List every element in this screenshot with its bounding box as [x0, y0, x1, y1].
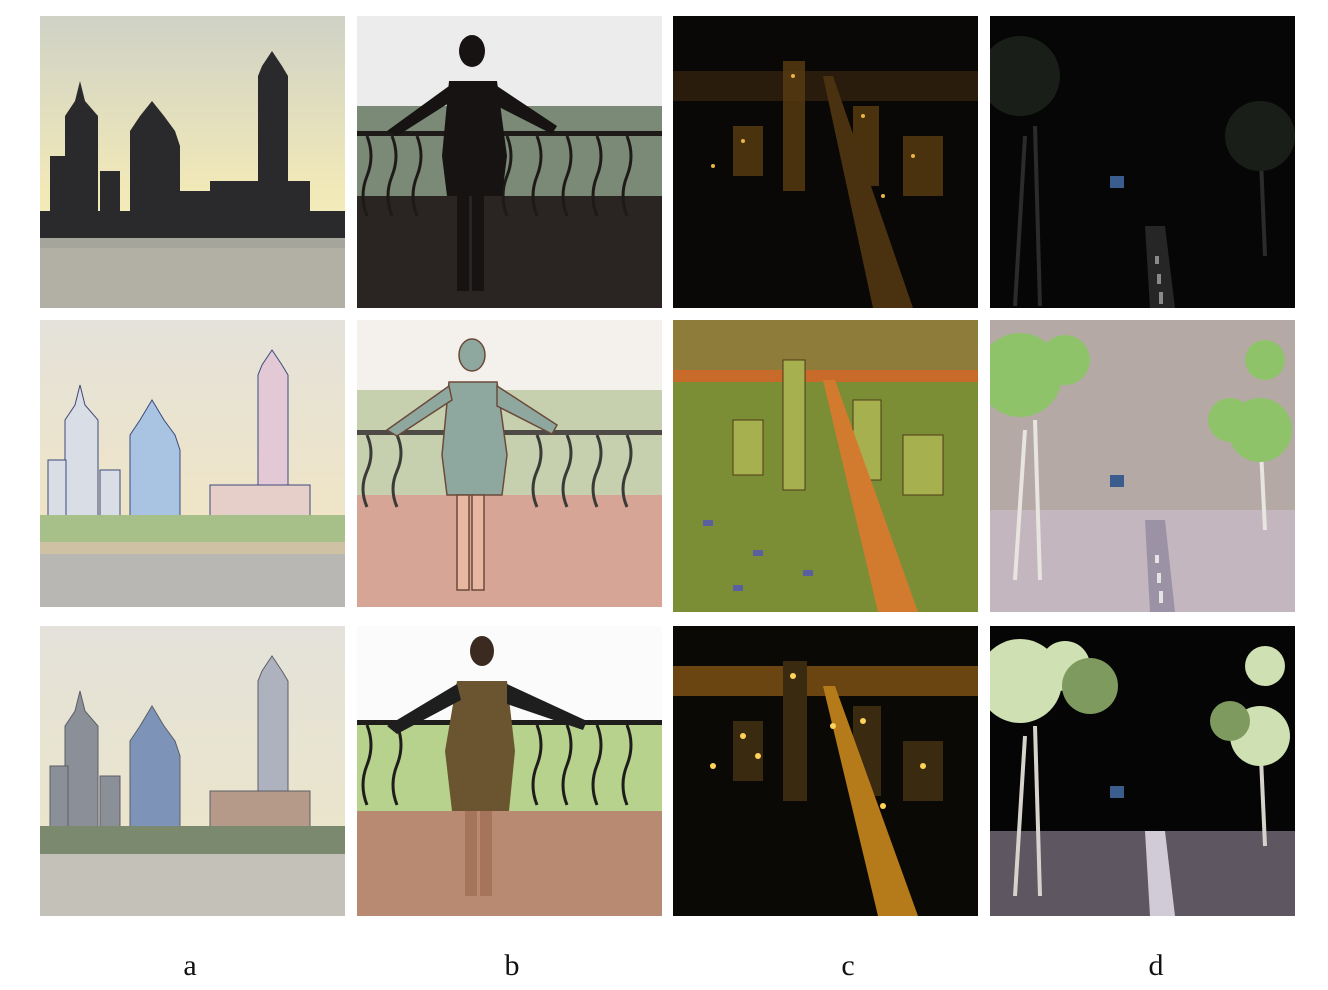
panel-b-row3 — [357, 626, 662, 916]
panel-b-row2 — [357, 320, 662, 607]
panel-a-row3 — [40, 626, 345, 916]
column-label-d: d — [1148, 949, 1164, 982]
panel-a-row1 — [40, 16, 345, 308]
panel-d-row1 — [990, 16, 1295, 308]
panel-c-row1 — [673, 16, 978, 308]
panel-a-row2 — [40, 320, 345, 607]
panel-d-row2 — [990, 320, 1295, 612]
column-label-a: a — [183, 949, 197, 982]
panel-d-row3 — [990, 626, 1295, 916]
panel-c-row3 — [673, 626, 978, 916]
panel-c-row2 — [673, 320, 978, 612]
column-label-b: b — [504, 949, 520, 982]
column-label-c: c — [841, 949, 855, 982]
panel-b-row1 — [357, 16, 662, 308]
